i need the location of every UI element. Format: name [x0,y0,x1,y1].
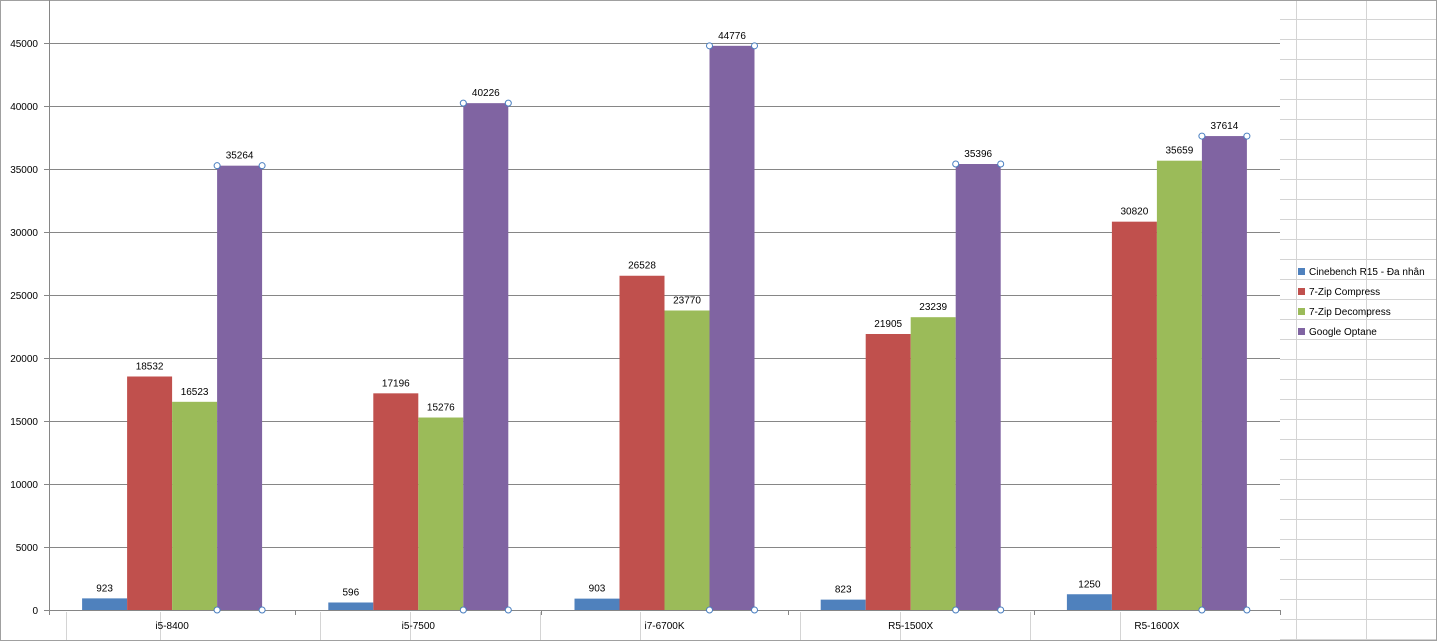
y-tick-label: 40000 [10,102,38,113]
y-tick-label: 20000 [10,354,38,365]
selection-handle[interactable] [1198,132,1206,140]
bar[interactable] [955,164,1001,610]
data-label: 18532 [136,361,164,372]
x-tick-label: i5-7500 [402,621,436,632]
selection-handle[interactable] [504,99,512,107]
legend-swatch [1298,328,1305,335]
bar[interactable] [127,376,173,610]
selection-handle[interactable] [1243,606,1251,614]
bar[interactable] [373,393,419,610]
bar[interactable] [82,598,128,610]
data-label: 903 [589,584,606,595]
legend-label[interactable]: Cinebench R15 - Đa nhân [1309,267,1425,278]
data-label: 23239 [919,302,947,313]
bar[interactable] [910,317,956,610]
data-label: 44776 [718,31,746,42]
bar[interactable] [172,401,218,610]
bar[interactable] [1111,221,1157,610]
data-label: 17196 [382,378,410,389]
data-label: 923 [96,583,113,594]
selection-handle[interactable] [213,162,221,170]
data-label: 823 [835,585,852,596]
data-label: 30820 [1120,207,1148,218]
data-labels-group: 923 596 903 823 1250 18532 17196 26528 21905 3082… [96,31,1238,599]
data-label: 37614 [1210,121,1238,132]
bar[interactable] [1201,136,1247,610]
selection-handle[interactable] [213,606,221,614]
x-tick-label: R5-1600X [1134,621,1179,632]
bar[interactable] [865,333,911,610]
selection-handle[interactable] [751,42,758,50]
data-label: 15276 [427,403,455,414]
bar[interactable] [820,599,866,610]
legend-label[interactable]: 7-Zip Compress [1309,287,1380,298]
x-tick-label: i7-6700K [644,621,684,632]
bar[interactable] [1066,594,1112,610]
data-label: 1250 [1078,579,1101,590]
bar[interactable] [328,602,374,610]
y-tick-label: 15000 [10,417,38,428]
y-axis[interactable]: 0 5000 10000 15000 20000 25000 30000 35000 40000… [10,0,50,617]
selection-handle[interactable] [706,42,713,50]
data-label: 23770 [673,295,701,306]
selection-handle[interactable] [459,606,467,614]
selection-handle[interactable] [997,606,1005,614]
bar-series-group[interactable] [82,45,1247,611]
selection-handle[interactable] [952,606,960,614]
selection-handle[interactable] [706,606,713,614]
bar[interactable] [217,165,263,611]
y-tick-label: 10000 [10,480,38,491]
bar[interactable] [619,275,665,610]
selection-handle[interactable] [1198,606,1206,614]
y-tick-label: 5000 [16,543,39,554]
data-label: 35659 [1165,146,1193,157]
bar[interactable] [709,45,755,611]
bar[interactable] [463,103,509,610]
legend[interactable]: Cinebench R15 - Đa nhân 7-Zip Compress 7-Z… [1298,267,1425,338]
bar[interactable] [664,310,710,610]
data-label: 21905 [874,319,902,330]
selection-handle[interactable] [952,160,960,168]
bar[interactable] [574,598,620,610]
selection-handles-group[interactable] [213,42,1251,614]
data-label: 16523 [181,387,209,398]
y-tick-label: 30000 [10,228,38,239]
legend-swatch [1298,268,1305,275]
y-tick-label: 25000 [10,291,38,302]
y-tick-label: 0 [32,606,38,617]
x-tick-label: R5-1500X [888,621,933,632]
data-label: 35396 [964,149,992,160]
data-label: 35264 [226,151,254,162]
bar[interactable] [1156,160,1202,610]
y-tick-label: 35000 [10,165,38,176]
selection-handle[interactable] [258,606,266,614]
data-label: 40226 [472,88,500,99]
legend-label[interactable]: 7-Zip Decompress [1309,307,1391,318]
selection-handle[interactable] [459,99,467,107]
selection-handle[interactable] [1243,132,1251,140]
selection-handle[interactable] [997,160,1005,168]
data-label: 26528 [628,261,656,272]
legend-label[interactable]: Google Optane [1309,327,1377,338]
legend-swatch [1298,288,1305,295]
bar[interactable] [418,417,464,610]
selection-handle[interactable] [504,606,512,614]
x-tick-label: i5-8400 [155,621,189,632]
data-label: 596 [342,587,359,598]
selection-handle[interactable] [258,162,266,170]
selection-handle[interactable] [751,606,758,614]
legend-swatch [1298,308,1305,315]
x-axis[interactable]: i5-8400 i5-7500 i7-6700K R5-1500X R5-1600X [49,610,1281,632]
y-tick-label: 45000 [10,39,38,50]
